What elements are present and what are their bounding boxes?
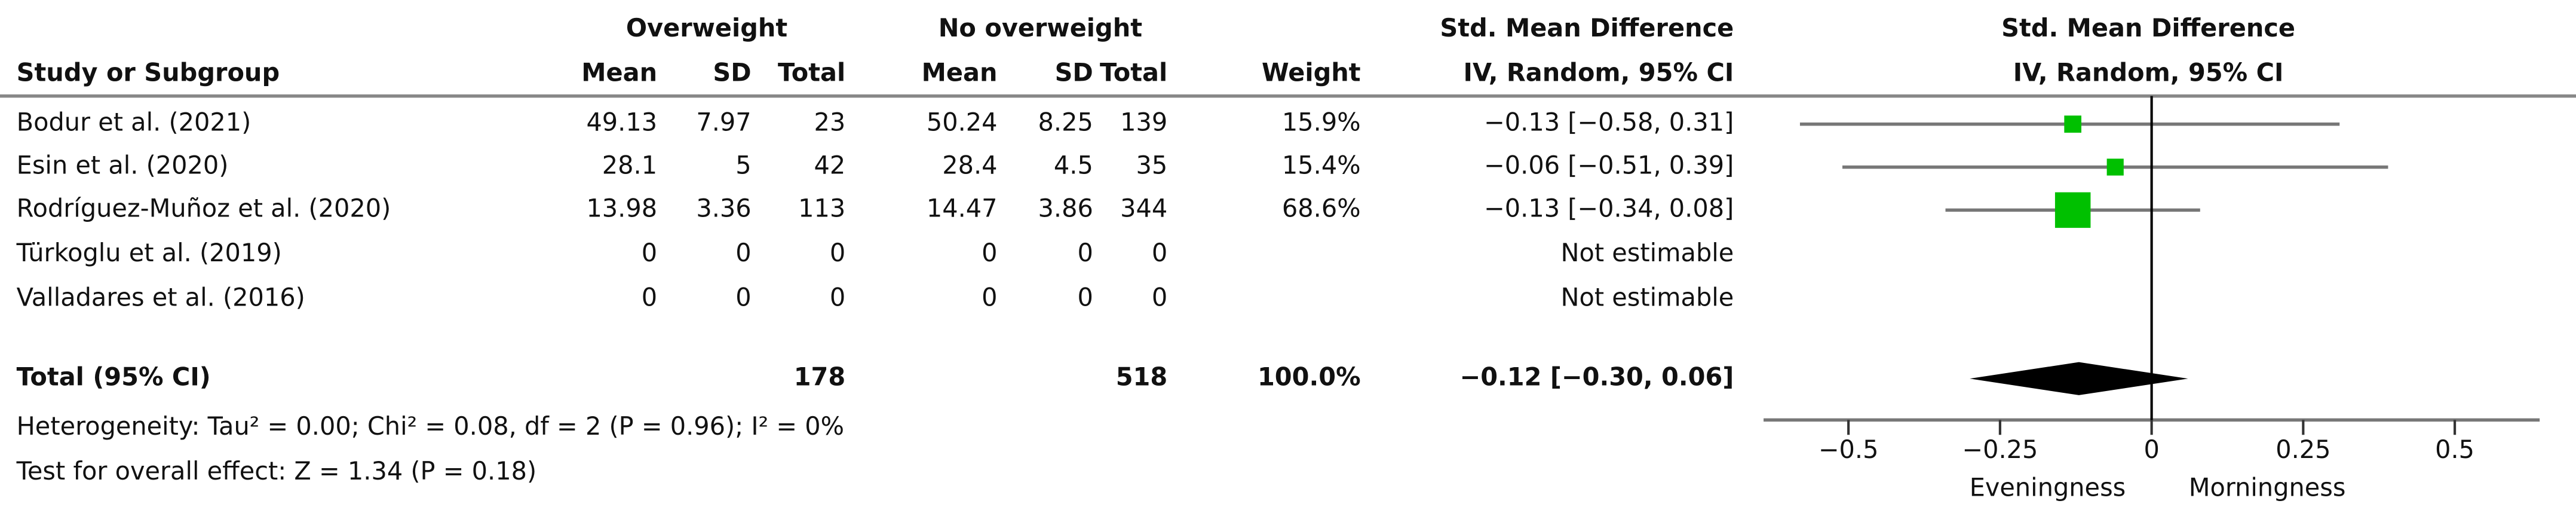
- x-label: Morningness: [2189, 473, 2346, 502]
- cell: 0: [642, 239, 657, 267]
- cell: 13.98: [586, 194, 657, 222]
- cell: 35: [1136, 151, 1167, 179]
- x-tick-label: 0: [2143, 435, 2159, 464]
- ci-label: −0.06 [−0.51, 0.39]: [1484, 151, 1734, 179]
- study-name: Türkoglu et al. (2019): [16, 239, 282, 267]
- plot-header: IV, Random, 95% CI: [2013, 59, 2284, 87]
- study-name: Rodríguez-Muñoz et al. (2020): [17, 194, 391, 222]
- cell: 7.97: [696, 108, 751, 137]
- effect-marker: [2054, 192, 2091, 228]
- cell: 0: [1152, 283, 1167, 312]
- x-tick-label: −0.5: [1818, 435, 1879, 464]
- total-n: 178: [794, 362, 846, 391]
- study-name: Valladares et al. (2016): [17, 283, 305, 312]
- ci-label: −0.13 [−0.34, 0.08]: [1484, 194, 1734, 222]
- weight: 15.4%: [1282, 151, 1361, 179]
- cell: 4.5: [1054, 151, 1093, 179]
- ci-label: Not estimable: [1561, 283, 1734, 312]
- cell: 0: [642, 283, 657, 312]
- cell: 0: [735, 239, 751, 267]
- cell: 3.36: [696, 194, 751, 222]
- study-name: Esin et al. (2020): [17, 151, 229, 179]
- cell: 8.25: [1038, 108, 1093, 137]
- weight: 68.6%: [1282, 194, 1361, 222]
- cell: 0: [735, 283, 751, 312]
- group-header: No overweight: [939, 14, 1142, 42]
- cell: 113: [798, 194, 845, 222]
- heterogeneity: Heterogeneity: Tau² = 0.00; Chi² = 0.08,…: [17, 412, 844, 441]
- effect-marker: [2106, 158, 2124, 176]
- effect-header: Std. Mean Difference: [1440, 14, 1734, 42]
- cell: 28.1: [602, 151, 657, 179]
- column-header: Study or Subgroup: [17, 59, 280, 87]
- x-tick-label: 0.5: [2435, 435, 2474, 464]
- cell: 49.13: [586, 108, 657, 137]
- x-tick-label: −0.25: [1962, 435, 2038, 464]
- group-header: Overweight: [626, 14, 787, 42]
- cell: 0: [982, 239, 997, 267]
- column-header: SD: [713, 59, 751, 87]
- cell: 3.86: [1038, 194, 1093, 222]
- cell: 0: [830, 239, 845, 267]
- total-weight: 100.0%: [1258, 362, 1361, 391]
- overall-effect: Test for overall effect: Z = 1.34 (P = 0…: [16, 457, 536, 486]
- column-header: SD: [1055, 59, 1093, 87]
- cell: 0: [1077, 283, 1093, 312]
- x-label: Eveningness: [1970, 473, 2126, 502]
- ci-label: −0.13 [−0.58, 0.31]: [1484, 108, 1734, 137]
- cell: 0: [982, 283, 997, 312]
- cell: 0: [830, 283, 845, 312]
- total-name: Total (95% CI): [17, 362, 211, 391]
- cell: 50.24: [927, 108, 998, 137]
- column-header: Weight: [1262, 59, 1361, 87]
- column-header: Total: [1100, 59, 1167, 87]
- cell: 0: [1077, 239, 1093, 267]
- summary-diamond: [1970, 362, 2188, 395]
- plot-header: Std. Mean Difference: [2001, 14, 2295, 42]
- weight: 15.9%: [1282, 108, 1361, 137]
- effect-header: IV, Random, 95% CI: [1464, 59, 1734, 87]
- cell: 344: [1120, 194, 1167, 222]
- cell: 0: [1152, 239, 1167, 267]
- cell: 139: [1120, 108, 1167, 137]
- column-header: Total: [778, 59, 845, 87]
- cell: 28.4: [942, 151, 997, 179]
- effect-marker: [2064, 115, 2082, 133]
- ci-label: Not estimable: [1561, 239, 1734, 267]
- cell: 23: [814, 108, 845, 137]
- total-ci-label: −0.12 [−0.30, 0.06]: [1459, 362, 1734, 391]
- cell: 14.47: [927, 194, 998, 222]
- total-n: 518: [1116, 362, 1168, 391]
- study-name: Bodur et al. (2021): [17, 108, 252, 137]
- column-header: Mean: [922, 59, 998, 87]
- cell: 42: [814, 151, 845, 179]
- cell: 5: [735, 151, 751, 179]
- column-header: Mean: [581, 59, 657, 87]
- x-tick-label: 0.25: [2276, 435, 2330, 464]
